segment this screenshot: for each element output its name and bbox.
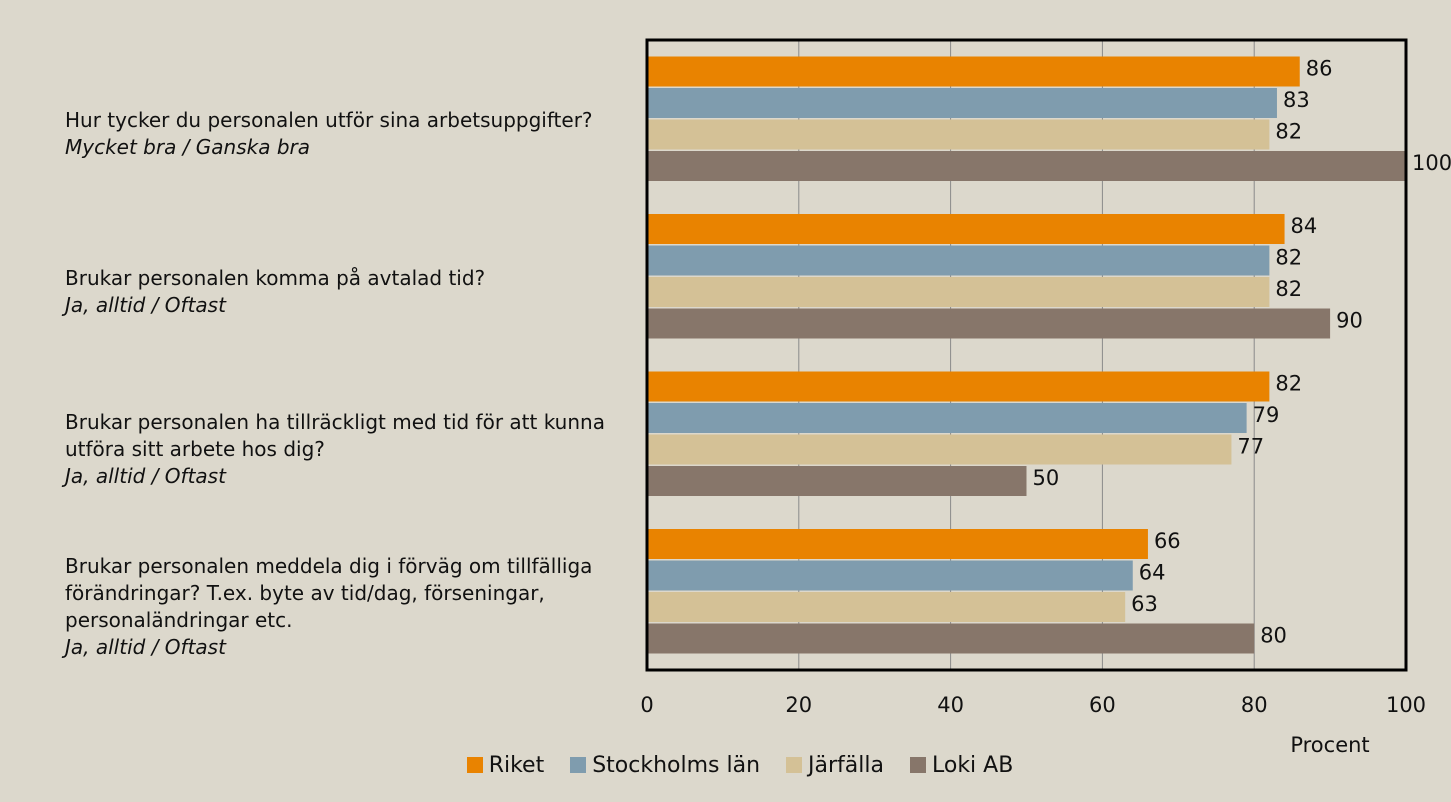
x-axis-label: Procent bbox=[1290, 733, 1369, 757]
x-tick-label: 0 bbox=[640, 693, 653, 717]
category-text: Brukar personalen meddela dig i förväg o… bbox=[65, 553, 593, 632]
legend-item: Stockholms län bbox=[570, 753, 760, 778]
category-note: Mycket bra / Ganska bra bbox=[65, 135, 311, 159]
category-text: Hur tycker du personalen utför sina arbe… bbox=[65, 108, 593, 132]
bar bbox=[647, 466, 1027, 496]
value-label: 90 bbox=[1336, 309, 1363, 333]
legend-label: Loki AB bbox=[931, 753, 1014, 778]
plot-border bbox=[645, 38, 1408, 672]
x-tick-label: 60 bbox=[1089, 693, 1116, 717]
legend-label: Riket bbox=[488, 753, 545, 778]
x-tick-label: 80 bbox=[1241, 693, 1268, 717]
legend-item: Riket bbox=[466, 753, 545, 778]
value-label: 86 bbox=[1306, 57, 1333, 81]
bar bbox=[647, 214, 1285, 244]
value-label: 63 bbox=[1131, 592, 1158, 616]
legend-label: Järfälla bbox=[808, 753, 884, 778]
value-label: 50 bbox=[1033, 466, 1060, 490]
bar bbox=[647, 308, 1331, 339]
x-tick-label: 40 bbox=[937, 693, 964, 717]
category-label: Hur tycker du personalen utför sina arbe… bbox=[65, 55, 615, 213]
bar bbox=[647, 88, 1277, 118]
legend-label: Stockholms län bbox=[592, 753, 761, 778]
bar bbox=[647, 56, 1300, 87]
value-label: 83 bbox=[1283, 88, 1310, 112]
bar bbox=[647, 245, 1270, 276]
category-label: Brukar personalen meddela dig i förväg o… bbox=[65, 528, 615, 686]
value-label: 82 bbox=[1275, 277, 1302, 301]
bar bbox=[647, 529, 1148, 559]
legend-swatch bbox=[909, 757, 926, 773]
category-text: Brukar personalen komma på avtalad tid? bbox=[65, 265, 486, 290]
value-label: 84 bbox=[1291, 214, 1318, 238]
x-tick-label: 20 bbox=[785, 693, 812, 717]
bar bbox=[647, 623, 1255, 654]
category-text: Brukar personalen ha tillräckligt med ti… bbox=[65, 409, 605, 461]
category-label: Brukar personalen komma på avtalad tid? J… bbox=[65, 213, 615, 371]
bar bbox=[647, 434, 1232, 465]
category-note: Ja, alltid / Oftast bbox=[65, 634, 226, 659]
legend-swatch bbox=[570, 757, 587, 773]
legend-item: Järfälla bbox=[786, 753, 884, 778]
bar bbox=[647, 371, 1270, 402]
legend-item: Loki AB bbox=[909, 753, 1014, 778]
value-label: 100 bbox=[1412, 151, 1451, 175]
value-label: 82 bbox=[1275, 372, 1302, 396]
legend-swatch bbox=[786, 757, 803, 773]
bar bbox=[647, 403, 1247, 433]
value-label: 66 bbox=[1154, 529, 1181, 553]
bar bbox=[647, 277, 1270, 307]
category-note: Ja, alltid / Oftast bbox=[65, 292, 226, 317]
category-label: Brukar personalen ha tillräckligt med ti… bbox=[65, 370, 615, 528]
legend-swatch bbox=[466, 757, 483, 773]
value-label: 82 bbox=[1275, 246, 1302, 270]
value-label: 79 bbox=[1253, 403, 1280, 427]
bar bbox=[647, 560, 1133, 591]
value-label: 64 bbox=[1139, 561, 1166, 585]
bar bbox=[647, 119, 1270, 150]
value-label: 77 bbox=[1237, 435, 1264, 459]
x-tick-label: 100 bbox=[1386, 693, 1426, 717]
value-label: 80 bbox=[1260, 624, 1287, 648]
value-label: 82 bbox=[1275, 120, 1302, 144]
bar bbox=[647, 151, 1406, 181]
category-note: Ja, alltid / Oftast bbox=[65, 463, 226, 488]
legend: Riket Stockholms län Järfälla Loki AB bbox=[0, 753, 1451, 778]
bar bbox=[647, 592, 1126, 622]
